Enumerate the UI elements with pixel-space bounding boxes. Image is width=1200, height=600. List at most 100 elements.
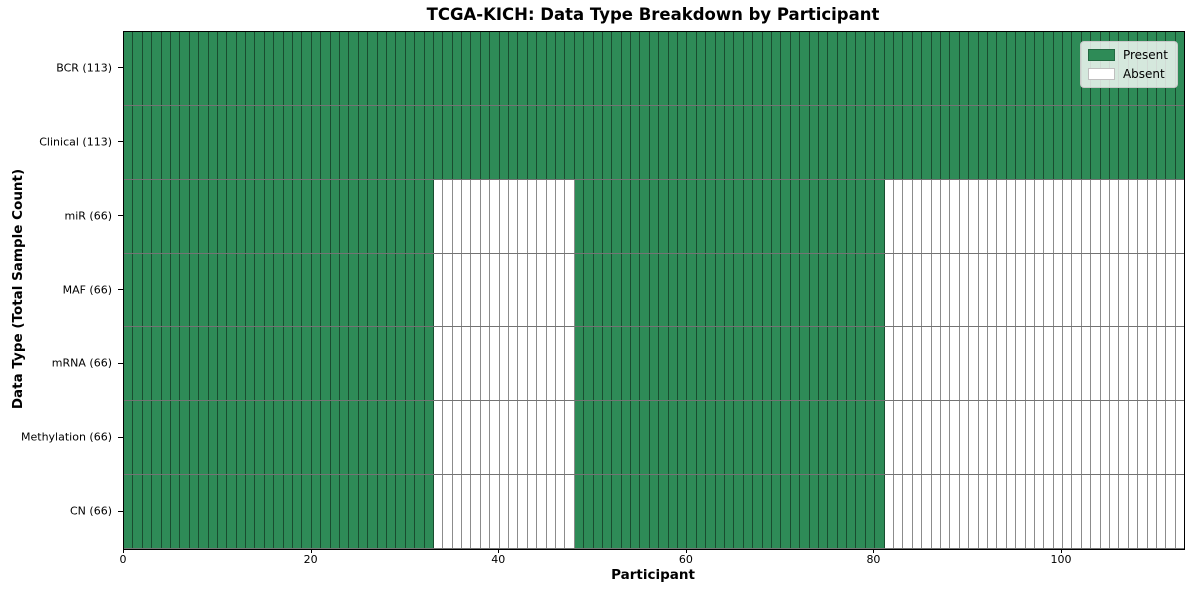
heatmap-cell	[227, 401, 237, 475]
heatmap-cell	[217, 32, 228, 105]
heatmap-cell	[170, 32, 181, 105]
heatmap-cell	[631, 327, 641, 401]
heatmap-cell	[781, 105, 791, 179]
heatmap-cell	[358, 327, 369, 401]
heatmap-cell	[1063, 32, 1073, 105]
heatmap-cell	[433, 179, 444, 253]
heatmap-cell	[330, 475, 340, 549]
heatmap-cell	[950, 253, 960, 327]
heatmap-cell	[349, 105, 359, 179]
heatmap-cell	[321, 105, 331, 179]
heatmap-cell	[959, 32, 970, 105]
heatmap-cell	[499, 105, 510, 179]
heatmap-cell	[781, 401, 791, 475]
y-tick-label: Methylation (66)	[21, 430, 112, 444]
heatmap-cell	[950, 105, 960, 179]
heatmap-cell	[978, 401, 988, 475]
heatmap-cell	[950, 401, 960, 475]
heatmap-cell	[621, 401, 632, 475]
heatmap-cell	[1081, 327, 1092, 401]
heatmap-cell	[480, 179, 491, 253]
heatmap-cell	[499, 327, 510, 401]
legend: Present Absent	[1079, 41, 1178, 88]
heatmap-cell	[152, 401, 162, 475]
heatmap-cell	[199, 253, 209, 327]
heatmap-cell	[865, 401, 876, 475]
heatmap-cell	[161, 179, 171, 253]
heatmap-cell	[612, 475, 622, 549]
x-tick-mark	[310, 548, 312, 553]
heatmap-cell	[1100, 401, 1111, 475]
heatmap-cell	[1091, 179, 1101, 253]
heatmap-cell	[649, 32, 660, 105]
heatmap-cell	[433, 475, 444, 549]
y-tick-mark	[118, 289, 123, 290]
heatmap-cell	[189, 179, 200, 253]
heatmap-cell	[706, 105, 716, 179]
heatmap-cell	[818, 475, 829, 549]
heatmap-cell	[584, 32, 594, 105]
heatmap-cell	[1147, 105, 1157, 179]
y-tick-mark	[118, 510, 123, 512]
heatmap-cell	[189, 401, 200, 475]
heatmap-cell	[987, 32, 998, 105]
heatmap-cell	[1006, 401, 1017, 475]
heatmap-cell	[124, 105, 134, 179]
heatmap-cell	[725, 327, 735, 401]
heatmap-cell	[781, 253, 791, 327]
heatmap-cell	[987, 179, 998, 253]
heatmap-cell	[283, 475, 294, 549]
heatmap-cell	[565, 105, 575, 179]
heatmap-cell	[706, 179, 716, 253]
heatmap-cell	[894, 401, 904, 475]
heatmap-cell	[612, 32, 622, 105]
heatmap-cell	[452, 327, 463, 401]
heatmap-cell	[743, 327, 754, 401]
heatmap-cell	[161, 401, 171, 475]
heatmap-cell	[987, 475, 998, 549]
heatmap-cell	[452, 401, 463, 475]
heatmap-cell	[555, 179, 566, 253]
heatmap-cell	[1072, 105, 1082, 179]
heatmap-cell	[678, 253, 688, 327]
heatmap-cell	[706, 253, 716, 327]
heatmap-cell	[1166, 401, 1176, 475]
heatmap-cell	[1053, 401, 1064, 475]
heatmap-cell	[903, 327, 913, 401]
heatmap-cell	[1110, 179, 1120, 253]
heatmap-cell	[1006, 32, 1017, 105]
heatmap-cell	[809, 105, 819, 179]
heatmap-cell	[1072, 475, 1082, 549]
heatmap-cell	[715, 32, 725, 105]
heatmap-cell	[537, 401, 547, 475]
heatmap-cell	[386, 327, 397, 401]
heatmap-cell	[152, 475, 162, 549]
heatmap-cell	[405, 475, 416, 549]
heatmap-cell	[856, 401, 866, 475]
heatmap-cell	[1006, 327, 1017, 401]
heatmap-cell	[997, 179, 1007, 253]
heatmap-cell	[894, 327, 904, 401]
heatmap-cell	[443, 179, 453, 253]
heatmap-cell	[283, 401, 294, 475]
heatmap-cell	[321, 327, 331, 401]
heatmap-cell	[828, 401, 838, 475]
heatmap-cell	[217, 475, 228, 549]
heatmap-cell	[1081, 179, 1092, 253]
heatmap-cell	[452, 32, 463, 105]
heatmap-cell	[217, 179, 228, 253]
heatmap-cell	[997, 253, 1007, 327]
heatmap-cell	[161, 105, 171, 179]
heatmap-cell	[499, 401, 510, 475]
heatmap-cell	[856, 475, 866, 549]
heatmap-cell	[649, 327, 660, 401]
heatmap-cell	[490, 401, 500, 475]
heatmap-cell	[124, 327, 134, 401]
heatmap-cell	[931, 253, 941, 327]
heatmap-cell	[170, 327, 181, 401]
heatmap-cell	[1175, 32, 1185, 105]
heatmap-cell	[339, 253, 350, 327]
y-tick-label: miR (66)	[64, 209, 113, 223]
heatmap-cell	[1119, 475, 1129, 549]
heatmap-cell	[236, 253, 247, 327]
